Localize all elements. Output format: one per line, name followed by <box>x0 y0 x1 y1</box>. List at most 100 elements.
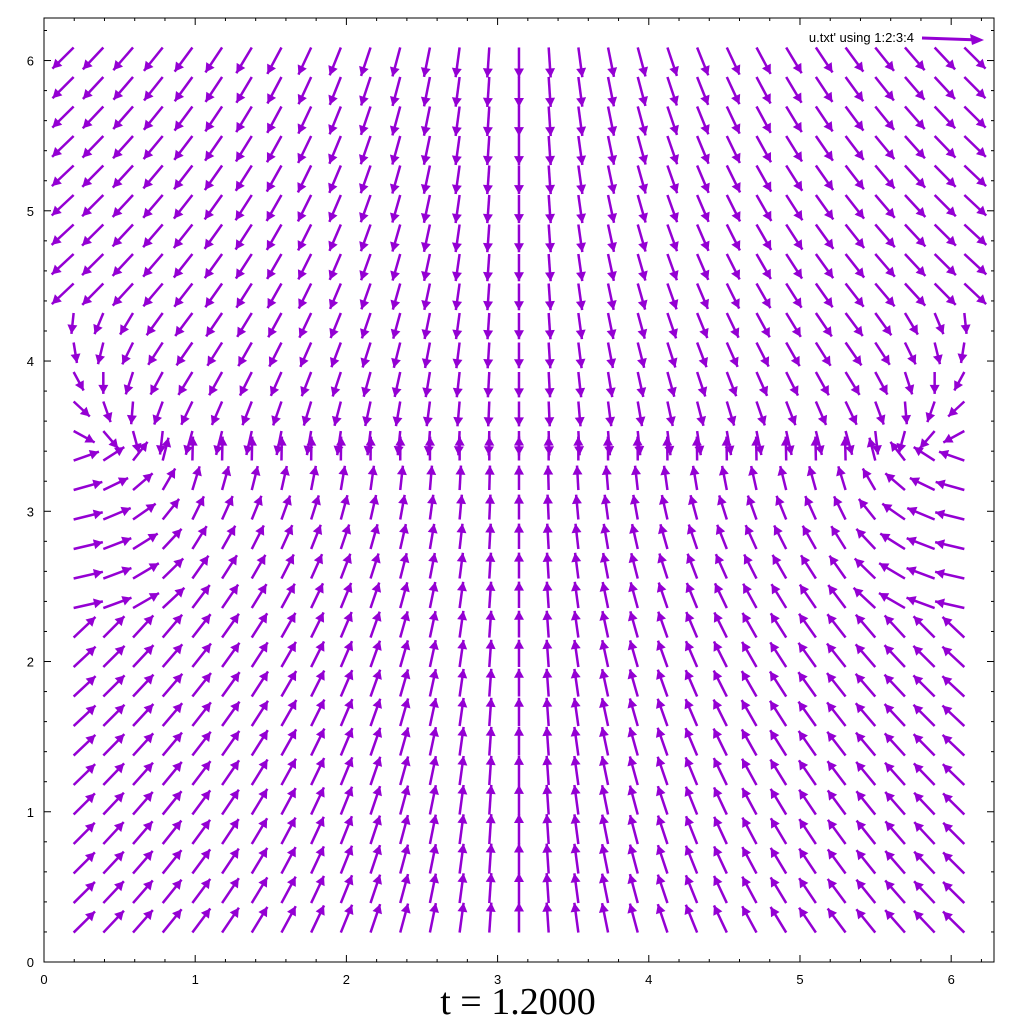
vector-arrow-head <box>485 755 496 766</box>
vector-arrow-head <box>315 846 325 857</box>
vector-arrow-head <box>684 641 695 652</box>
vector-arrow-head <box>82 118 93 129</box>
y-tick-label: 4 <box>27 354 34 369</box>
vector-arrow-head <box>576 67 587 78</box>
vector-arrow-head <box>627 815 638 826</box>
vector-arrow-head <box>513 755 524 765</box>
vector-arrow-head <box>907 354 917 365</box>
vector-arrow-head <box>784 445 795 455</box>
vector-arrow-head <box>183 444 194 455</box>
vector-arrow-head <box>452 329 463 340</box>
vector-arrow-head <box>777 466 788 477</box>
vector-arrow-head <box>485 873 496 883</box>
vector-arrow-head <box>258 877 268 888</box>
vector-arrow-head <box>513 127 524 137</box>
vector-arrow-head <box>513 843 524 853</box>
vector-arrow-head <box>943 852 953 863</box>
vector-arrow-head <box>770 642 780 653</box>
vector-arrow-head <box>428 611 439 621</box>
vector-arrow-head <box>913 734 924 745</box>
vector-arrow-head <box>143 178 153 189</box>
vector-arrow-head <box>344 757 354 768</box>
vector-arrow-head <box>713 758 723 769</box>
vector-arrow-head <box>143 296 153 307</box>
vector-arrow-head <box>309 465 320 476</box>
vector-arrow-head <box>932 354 943 365</box>
vector-arrow-head <box>148 354 158 365</box>
vector-arrow-head <box>360 328 370 339</box>
chart-title: t = 1.2000 <box>440 981 596 1023</box>
vector-arrow-head <box>390 328 401 339</box>
vector-arrow-head <box>638 241 648 252</box>
vector-arrow-head <box>201 702 211 713</box>
vector-arrow-head <box>513 552 524 562</box>
vector-arrow-head <box>884 296 895 307</box>
vector-arrow-head <box>762 151 772 163</box>
vector-arrow-head <box>451 242 462 253</box>
vector-arrow-head <box>343 612 353 623</box>
vector-arrow-head <box>200 849 211 860</box>
vector-arrow-head <box>513 668 524 678</box>
vector-arrow-head <box>600 523 611 534</box>
vector-arrow-head <box>884 733 895 744</box>
vector-arrow-head <box>575 358 586 369</box>
vector-arrow-head <box>685 582 695 594</box>
vector-arrow-head <box>200 819 211 831</box>
vector-arrow-head <box>286 583 295 595</box>
vector-arrow-head <box>854 120 864 131</box>
vector-arrow-head <box>884 762 895 773</box>
vector-arrow-head <box>457 697 468 708</box>
vector-arrow-head <box>638 270 648 281</box>
vector-arrow-head <box>948 406 959 417</box>
vector-arrow-head <box>239 385 249 396</box>
vector-arrow-head <box>885 791 895 803</box>
vector-arrow-head <box>485 784 496 795</box>
vector-arrow-head <box>390 299 401 310</box>
vector-arrow-head <box>771 584 781 595</box>
vector-arrow-head <box>770 788 780 800</box>
vector-arrow-head <box>631 465 642 476</box>
vector-arrow-head <box>513 272 524 282</box>
vector-arrow-head <box>174 61 184 72</box>
vector-arrow-head <box>457 610 468 621</box>
vector-arrow-head <box>372 727 383 738</box>
vector-arrow-head <box>884 645 895 656</box>
vector-arrow-head <box>669 212 679 223</box>
vector-arrow-head <box>172 732 183 743</box>
vector-arrow-head <box>544 388 555 398</box>
vector-arrow-head <box>880 533 891 543</box>
vector-arrow-head <box>879 563 890 573</box>
vector-arrow-head <box>571 494 582 505</box>
vector-arrow-head <box>255 525 265 536</box>
vector-arrow-head <box>199 555 209 566</box>
vector-arrow-head <box>686 524 697 535</box>
vector-arrow-head <box>713 641 723 652</box>
vector-arrow-head <box>452 300 463 311</box>
vector-arrow-head <box>229 907 239 918</box>
vector-arrow-head <box>817 414 828 425</box>
vector-arrow-head <box>143 266 153 277</box>
vector-arrow-head <box>85 646 96 657</box>
vector-arrow-head <box>192 466 202 477</box>
vector-arrow-head <box>371 582 382 593</box>
vector-arrow-head <box>268 326 277 338</box>
vector-arrow-head <box>627 727 638 738</box>
vector-arrow-head <box>824 238 834 249</box>
vector-arrow-head <box>827 731 837 742</box>
vector-arrow-head <box>367 465 378 476</box>
vector-arrow-head <box>852 355 862 366</box>
vector-arrow-head <box>120 324 130 335</box>
vector-arrow-head <box>919 438 930 449</box>
vector-arrow-head <box>267 268 276 280</box>
vector-arrow-head <box>600 494 611 505</box>
vector-arrow-head <box>574 446 585 456</box>
vector-arrow-head <box>668 299 679 310</box>
vector-arrow-head <box>935 479 946 490</box>
vector-arrow-head <box>827 761 837 772</box>
vector-arrow-head <box>482 242 493 253</box>
vector-arrow-head <box>713 728 723 739</box>
vector-arrow-head <box>513 214 524 224</box>
vector-arrow-head <box>802 525 812 537</box>
vector-arrow-head <box>114 881 124 892</box>
